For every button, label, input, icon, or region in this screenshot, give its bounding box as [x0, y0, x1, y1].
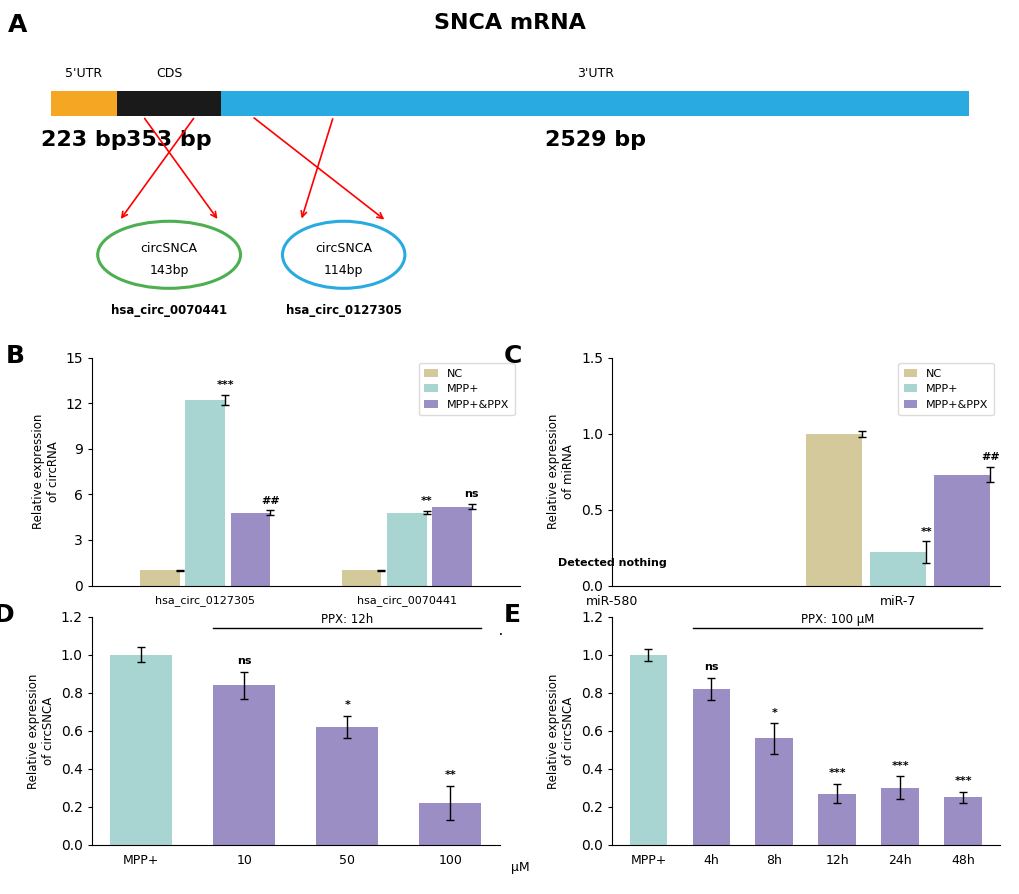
Text: 143bp: 143bp [149, 265, 189, 277]
Text: **: ** [919, 527, 931, 537]
Text: PPX: 12h: PPX: 12h [321, 613, 373, 627]
Bar [386, 512, 426, 586]
Text: **: ** [444, 771, 455, 780]
Text: ns: ns [464, 489, 479, 499]
Legend: NC, MPP+, MPP+&PPX: NC, MPP+, MPP+&PPX [898, 363, 994, 416]
Text: D: D [0, 603, 14, 628]
Text: circSNCA: circSNCA [315, 242, 372, 255]
Text: ns: ns [236, 656, 252, 666]
Bar [221, 91, 968, 116]
Text: 114bp: 114bp [324, 265, 363, 277]
Text: E: E [503, 603, 520, 628]
Text: ***: *** [216, 380, 233, 391]
Bar [419, 803, 481, 845]
Bar [692, 689, 730, 845]
Bar [629, 654, 666, 845]
Text: 5'UTR: 5'UTR [65, 67, 103, 80]
Y-axis label: Relative expression
of circRNA: Relative expression of circRNA [32, 414, 59, 529]
Y-axis label: Relative expression
of circSNCA: Relative expression of circSNCA [28, 673, 55, 789]
Bar [316, 727, 378, 845]
Text: Detected nothing: Detected nothing [557, 558, 665, 568]
Text: 2529 bp: 2529 bp [544, 130, 645, 149]
Bar [185, 401, 225, 586]
Bar [230, 512, 270, 586]
Text: C: C [503, 344, 522, 368]
Text: 353 bp: 353 bp [126, 130, 212, 149]
Text: hsa_circ_0127305: hsa_circ_0127305 [285, 304, 401, 317]
Bar [755, 738, 793, 845]
Text: ##: ## [261, 496, 279, 506]
Text: **: ** [420, 496, 432, 506]
Text: ***: *** [891, 761, 908, 771]
Text: ns: ns [703, 662, 718, 672]
Text: 223 bp: 223 bp [41, 130, 126, 149]
Bar [117, 91, 221, 116]
Text: circSNCA: circSNCA [141, 242, 198, 255]
Bar [817, 794, 855, 845]
Legend: NC, MPP+, MPP+&PPX: NC, MPP+, MPP+&PPX [419, 363, 515, 416]
Bar [880, 788, 918, 845]
Text: circSNAs: circSNAs [280, 649, 331, 662]
Text: ***: *** [827, 768, 845, 779]
X-axis label: μM: μM [511, 861, 529, 873]
Bar [141, 570, 180, 586]
Bar [341, 570, 381, 586]
Ellipse shape [98, 222, 240, 288]
Text: CDS: CDS [156, 67, 182, 80]
Bar [933, 475, 989, 586]
Bar [805, 434, 861, 586]
Text: ##: ## [980, 452, 999, 462]
Bar [51, 91, 117, 116]
Text: PPX: 100 μM: PPX: 100 μM [800, 613, 873, 627]
Bar [944, 797, 981, 845]
Text: hsa_circ_0070441: hsa_circ_0070441 [111, 304, 227, 317]
Text: ***: *** [954, 776, 971, 786]
Bar [869, 552, 925, 586]
Text: *: * [770, 707, 776, 718]
Text: B: B [6, 344, 25, 368]
Text: A: A [8, 13, 28, 38]
Text: *: * [344, 700, 350, 710]
Text: 3'UTR: 3'UTR [576, 67, 613, 80]
Bar [431, 507, 471, 586]
Y-axis label: Relative expression
of miRNA: Relative expression of miRNA [547, 414, 575, 529]
Bar [110, 654, 172, 845]
Y-axis label: Relative expression
of circSNCA: Relative expression of circSNCA [547, 673, 575, 789]
Bar [213, 686, 275, 845]
Text: SNCA mRNA: SNCA mRNA [434, 13, 585, 33]
Ellipse shape [282, 222, 405, 288]
